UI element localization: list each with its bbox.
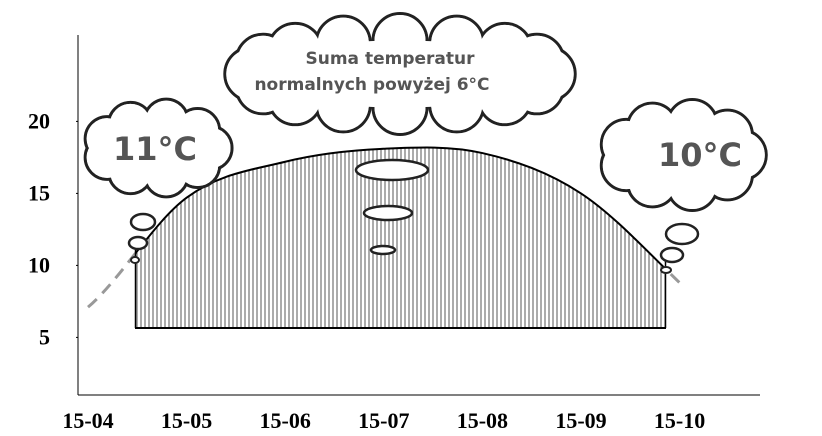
- x-tick-label: 15-07: [358, 408, 409, 433]
- x-tick-label: 15-08: [457, 408, 508, 433]
- bubble: [131, 257, 139, 263]
- annotation: normalnych powyżej 6°C: [254, 75, 489, 95]
- chart: Suma temperatur normalnych powyżej 6°C 11°…: [0, 0, 822, 436]
- annotation: 11°C: [113, 130, 197, 168]
- y-tick-label: 15: [28, 180, 50, 205]
- bubble: [661, 248, 683, 262]
- bubble: [371, 246, 395, 254]
- bubble: [661, 267, 671, 273]
- x-tick-label: 15-09: [555, 408, 606, 433]
- x-tick-label: 15-05: [161, 408, 212, 433]
- x-tick-label: 15-10: [654, 408, 705, 433]
- bubble: [129, 237, 147, 249]
- x-tick-label: 15-06: [260, 408, 311, 433]
- y-tick-label: 20: [28, 108, 50, 133]
- bubble: [666, 224, 698, 244]
- bubble: [131, 214, 155, 230]
- annotation: 10°C: [658, 136, 742, 174]
- y-tick-label: 5: [39, 324, 50, 349]
- y-tick-label: 10: [28, 252, 50, 277]
- bubble: [364, 206, 412, 220]
- page: Suma temperatur normalnych powyżej 6°C 11°…: [0, 0, 822, 436]
- x-tick-label: 15-04: [62, 408, 113, 433]
- bubble: [356, 160, 428, 180]
- annotation: Suma temperatur: [306, 49, 476, 69]
